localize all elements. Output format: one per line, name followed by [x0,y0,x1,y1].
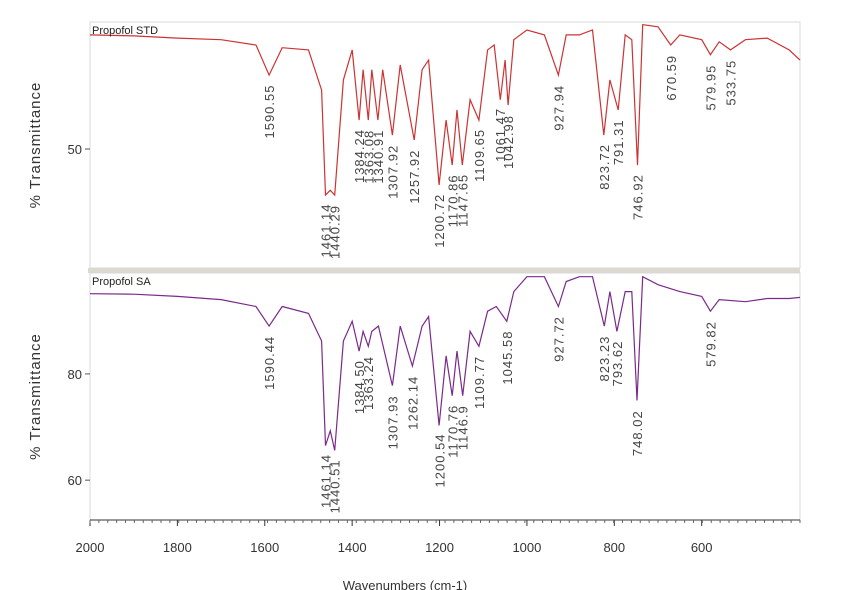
peak-label: 1363.24 [361,356,376,410]
y-tick-label: 60 [68,473,82,488]
x-tick-label: 1600 [250,540,279,555]
x-tick-label: 600 [691,540,713,555]
peak-label: 1384.50 [352,360,367,414]
peak-label: 1590.55 [262,85,277,139]
peak-label: 1384.24 [352,129,367,183]
peak-label: 927.72 [552,316,567,362]
panel-divider [88,268,800,273]
peak-label: 748.02 [630,410,645,456]
peak-label: 1042.98 [501,115,516,169]
y-axis-label: % Transmittance [27,333,44,460]
peak-label: 1590.44 [262,336,277,390]
y-tick-label: 80 [68,367,82,382]
peak-label: 579.95 [703,65,718,111]
peak-label: 1109.77 [472,356,487,409]
peak-label: 793.62 [610,341,625,387]
y-axis-label: % Transmittance [27,82,44,209]
series-name: Propofol STD [92,25,158,37]
peak-label: 823.23 [597,336,612,382]
x-tick-label: 1400 [338,540,367,555]
peak-label: 1363.08 [361,130,376,184]
peak-label: 746.92 [630,174,645,220]
peak-label: 1440.29 [328,205,343,259]
peak-label: 1146.9 [456,405,471,450]
peak-label: 1307.92 [385,145,400,199]
plot-frame [89,21,801,269]
x-tick-label: 800 [603,540,625,555]
peak-label: 791.31 [611,119,626,165]
x-tick-label: 2000 [76,540,105,555]
x-tick-label: 1200 [425,540,454,555]
peak-label: 1307.93 [385,395,400,449]
peak-label: 1061.47 [493,108,508,162]
y-tick-label: 50 [68,142,82,157]
x-tick-label: 1800 [163,540,192,555]
peak-label: 1262.14 [405,376,420,430]
peak-label: 1200.54 [432,433,447,487]
peak-label: 1257.92 [407,150,422,204]
peak-label: 533.75 [724,60,739,106]
peak-label: 1461.14 [318,203,333,257]
x-axis-label: Wavenumbers (cm-1) [343,578,467,590]
peak-label: 1200.72 [432,194,447,248]
x-tick-label: 1000 [512,540,541,555]
peak-label: 1109.65 [472,129,487,182]
peak-label: 579.82 [704,321,719,367]
peak-label: 823.72 [597,144,612,190]
spectrum-line [89,275,801,451]
peak-label: 1045.58 [500,331,515,385]
peak-label: 1461.14 [318,454,333,508]
peak-label: 670.59 [664,55,679,101]
peak-label: 1340.91 [371,130,386,184]
peak-label: 1170.86 [445,174,460,227]
spectrum-line [89,24,801,197]
series-name: Propofol SA [92,276,151,288]
peak-label: 927.94 [551,85,566,131]
peak-label: 1147.65 [455,174,470,227]
peak-label: 1170.76 [445,405,460,458]
peak-label: 1440.51 [327,459,342,513]
